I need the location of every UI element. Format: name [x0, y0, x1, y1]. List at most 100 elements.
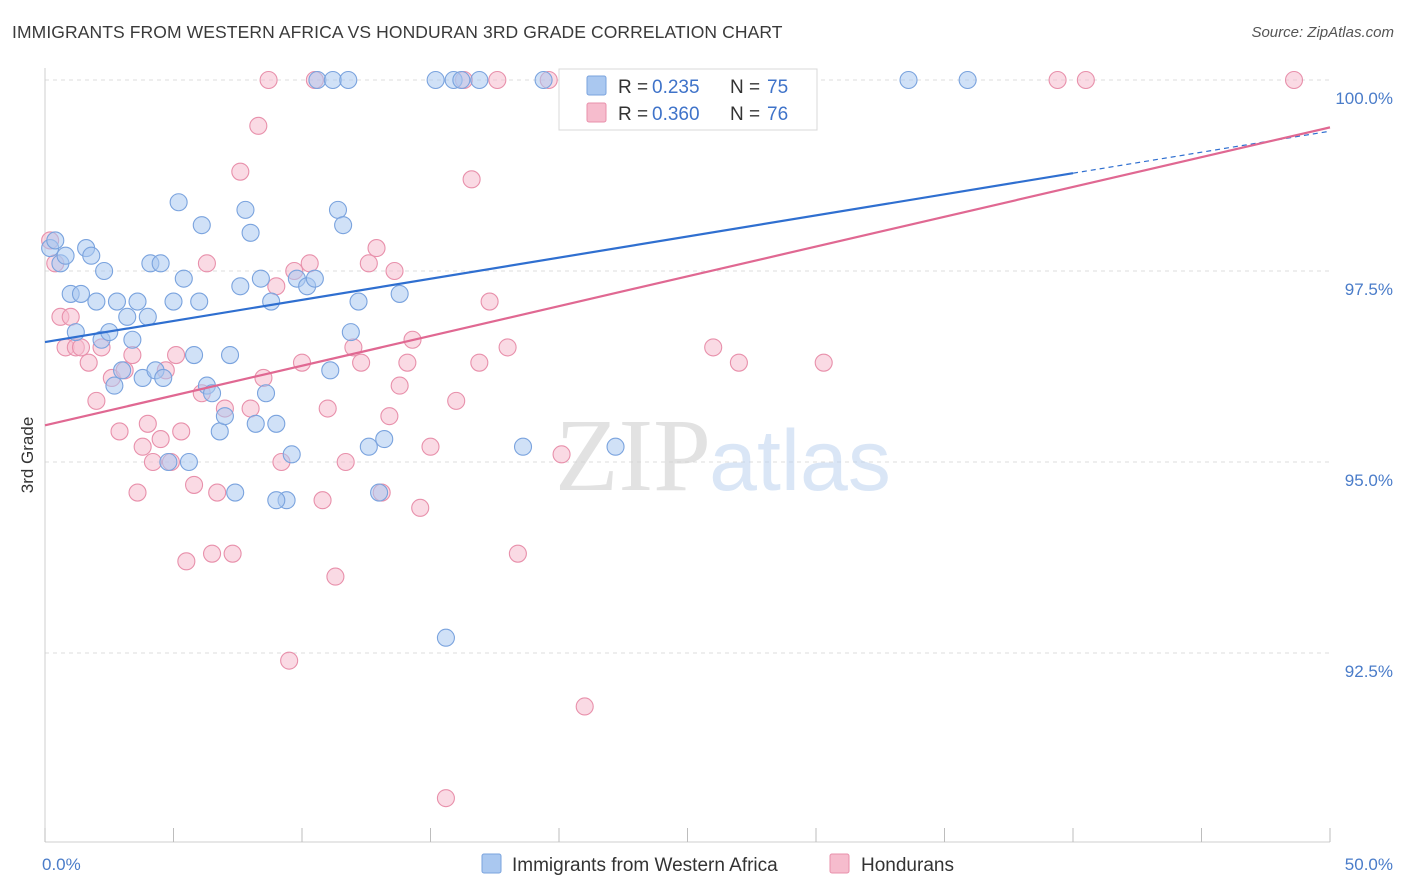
point-honduran [177, 552, 196, 571]
legend-r-value-pink: 0.360 [652, 104, 700, 125]
point-western-africa [118, 307, 137, 326]
point-honduran [1284, 70, 1304, 90]
point-honduran [241, 399, 260, 418]
point-western-africa [534, 70, 553, 90]
point-western-africa [210, 422, 229, 441]
point-honduran [488, 70, 507, 90]
point-western-africa [87, 292, 106, 311]
point-western-africa [341, 323, 360, 342]
point-western-africa [220, 345, 240, 365]
point-western-africa [226, 483, 245, 502]
point-western-africa [267, 491, 286, 510]
point-western-africa [359, 437, 378, 456]
point-western-africa [123, 330, 142, 349]
point-honduran [367, 239, 386, 258]
correlation-legend: R = 0.235 N = 75 R = 0.360 N = 76 [558, 68, 818, 131]
point-western-africa [339, 70, 358, 90]
point-honduran [231, 162, 250, 181]
point-western-africa [159, 452, 178, 472]
point-western-africa [349, 292, 368, 311]
point-western-africa [251, 269, 270, 288]
point-honduran [208, 483, 227, 502]
points-immigrants-western-africa [41, 70, 977, 647]
point-honduran [480, 292, 499, 311]
y-tick-label: 95.0% [1345, 471, 1393, 490]
point-western-africa [138, 307, 157, 326]
point-honduran [398, 353, 417, 372]
point-honduran [470, 353, 489, 372]
point-western-africa [46, 231, 65, 250]
point-honduran [79, 353, 98, 372]
point-honduran [197, 254, 216, 273]
point-honduran [151, 430, 170, 449]
point-western-africa [71, 284, 91, 303]
point-honduran [185, 475, 204, 494]
point-honduran [143, 452, 162, 472]
point-honduran [267, 277, 286, 296]
point-western-africa [436, 628, 455, 647]
trend-lines [44, 126, 1331, 427]
point-western-africa [192, 216, 211, 235]
point-honduran [318, 399, 337, 418]
point-western-africa [95, 261, 114, 281]
point-honduran [1076, 70, 1095, 90]
bottom-legend-label-pink: Hondurans [861, 855, 954, 876]
point-honduran [729, 353, 748, 372]
point-honduran [61, 307, 80, 326]
point-western-africa [262, 292, 281, 311]
legend-r-label-pink: R = [618, 104, 648, 125]
trend-extension-blue [1072, 130, 1331, 174]
chart-title: IMMIGRANTS FROM WESTERN AFRICA VS HONDUR… [12, 22, 783, 42]
legend-swatch-pink [586, 102, 607, 123]
point-honduran [280, 651, 299, 670]
point-honduran [359, 254, 378, 273]
legend-r-value-blue: 0.235 [652, 77, 700, 98]
watermark: ZIP atlas [555, 398, 891, 513]
bottom-legend-swatch-pink [829, 853, 850, 874]
point-western-africa [899, 70, 918, 90]
point-western-africa [256, 384, 276, 403]
legend-n-label-pink: N = [730, 104, 760, 125]
y-tick-label: 100.0% [1335, 89, 1393, 108]
point-honduran [87, 391, 106, 410]
point-honduran [128, 483, 147, 502]
point-western-africa [390, 284, 409, 303]
point-honduran [300, 254, 319, 273]
point-western-africa [321, 361, 340, 380]
point-western-africa [323, 70, 342, 90]
point-western-africa [107, 292, 127, 311]
point-western-africa [282, 445, 301, 464]
axis-layer: 100.0% 97.5% 95.0% 92.5% 0.0% 50.0% [42, 68, 1393, 874]
point-western-africa [169, 193, 188, 212]
legend-n-value-pink: 76 [767, 104, 788, 125]
point-honduran [172, 422, 191, 441]
point-honduran [380, 407, 399, 426]
point-honduran [110, 422, 129, 441]
point-honduran [421, 437, 440, 456]
trend-line-blue [44, 172, 1074, 344]
point-honduran [133, 437, 152, 456]
point-honduran [436, 789, 455, 808]
point-honduran [498, 338, 517, 357]
legend-swatch-blue [586, 75, 607, 96]
y-axis-title: 3rd Grade [18, 417, 37, 494]
point-western-africa [267, 414, 286, 433]
point-western-africa [154, 368, 173, 388]
point-honduran [259, 70, 278, 90]
legend-n-label-blue: N = [730, 77, 760, 98]
point-western-africa [236, 200, 255, 219]
point-western-africa [334, 216, 353, 235]
point-western-africa [203, 384, 222, 403]
point-honduran [508, 544, 527, 563]
legend-r-label-blue: R = [618, 77, 648, 98]
legend-n-value-blue: 75 [767, 77, 788, 98]
point-western-africa [958, 70, 977, 90]
trend-line-pink [44, 126, 1331, 427]
point-honduran [254, 368, 273, 388]
y-tick-label: 97.5% [1345, 280, 1393, 299]
point-honduran [167, 345, 186, 365]
point-honduran [123, 345, 142, 365]
point-western-africa [305, 269, 324, 288]
point-western-africa [375, 430, 394, 449]
point-honduran [575, 697, 594, 716]
